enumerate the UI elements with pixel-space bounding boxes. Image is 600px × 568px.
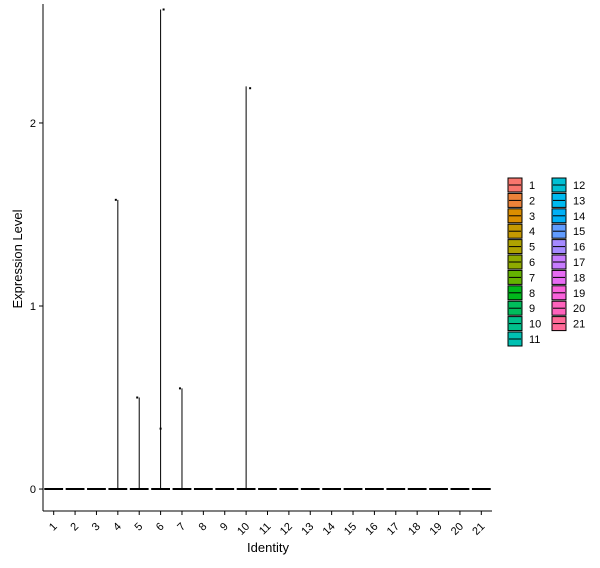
x-axis-title: Identity — [247, 540, 289, 555]
legend-label: 1 — [529, 180, 535, 192]
x-tick-label: 14 — [321, 521, 338, 538]
legend-label: 13 — [573, 195, 585, 207]
legend-label: 14 — [573, 211, 585, 223]
legend-key: 7 — [507, 269, 535, 285]
x-tick-label: 1 — [47, 521, 60, 534]
data-point — [159, 427, 162, 430]
legend-label: 4 — [529, 226, 535, 238]
x-tick-label: 11 — [257, 521, 274, 538]
legend-label: 19 — [573, 288, 585, 300]
x-tick-label: 16 — [363, 521, 380, 538]
x-tick-label: 4 — [111, 521, 124, 534]
data-point — [162, 8, 165, 11]
legend-label: 10 — [529, 319, 541, 331]
y-tick-label: 2 — [30, 118, 36, 130]
x-tick-label: 17 — [385, 521, 402, 538]
legend-label: 11 — [529, 334, 540, 346]
legend-key: 20 — [551, 300, 585, 316]
legend-label: 16 — [573, 242, 585, 254]
x-tick-label: 19 — [428, 521, 445, 538]
x-tick-label: 18 — [406, 521, 423, 538]
legend-key: 2 — [507, 192, 535, 208]
y-axis: 0 1 2 — [30, 4, 44, 511]
x-tick-label: 3 — [90, 521, 103, 534]
legend-key: 10 — [507, 316, 541, 332]
x-axis: 1 2 3 4 5 6 7 8 9 10 11 12 13 14 15 16 17 18 19 20 21 — [43, 510, 492, 538]
legend-label: 21 — [573, 319, 585, 331]
legend-label: 6 — [529, 257, 535, 269]
legend-label: 7 — [529, 272, 535, 284]
x-tick-label: 12 — [278, 521, 295, 538]
legend-key: 15 — [551, 223, 585, 239]
data-point — [114, 198, 117, 201]
x-tick-label: 20 — [449, 521, 466, 538]
legend-label: 2 — [529, 195, 535, 207]
data-point — [178, 387, 181, 390]
legend-label: 18 — [573, 272, 585, 284]
x-tick-label: 10 — [235, 521, 252, 538]
legend-key: 18 — [551, 269, 585, 285]
legend-key: 1 — [507, 177, 535, 193]
legend-key: 8 — [507, 285, 535, 301]
plot-area — [44, 8, 491, 491]
x-tick-label: 9 — [218, 521, 231, 534]
x-tick-label: 2 — [68, 521, 81, 534]
legend-label: 20 — [573, 303, 585, 315]
legend-key: 19 — [551, 285, 585, 301]
legend-key: 17 — [551, 254, 585, 270]
legend-key: 13 — [551, 192, 585, 208]
legend-key: 12 — [551, 177, 585, 193]
legend-label: 12 — [573, 180, 585, 192]
y-tick-label: 1 — [30, 301, 36, 313]
legend-label: 3 — [529, 211, 535, 223]
legend-label: 9 — [529, 303, 535, 315]
y-axis-title: Expression Level — [10, 209, 25, 308]
legend-label: 8 — [529, 288, 535, 300]
x-tick-label: 6 — [154, 521, 167, 534]
x-tick-label: 5 — [133, 521, 146, 534]
legend-key: 21 — [551, 316, 585, 332]
x-tick-label: 7 — [175, 521, 188, 534]
legend-key: 16 — [551, 239, 585, 255]
legend-key: 6 — [507, 254, 535, 270]
x-tick-label: 15 — [342, 521, 359, 538]
x-tick-label: 13 — [299, 521, 316, 538]
legend-key: 9 — [507, 300, 535, 316]
y-tick-label: 0 — [30, 484, 36, 496]
legend-label: 5 — [529, 242, 535, 254]
legend-key: 14 — [551, 208, 585, 224]
data-point — [136, 396, 139, 399]
legend-key: 3 — [507, 208, 535, 224]
data-point — [249, 87, 252, 90]
legend-key: 5 — [507, 239, 535, 255]
x-tick-label: 21 — [470, 521, 487, 538]
legend-key: 4 — [507, 223, 535, 239]
legend-label: 17 — [573, 257, 585, 269]
legend-label: 15 — [573, 226, 585, 238]
legend-key: 11 — [507, 331, 540, 347]
x-tick-label: 8 — [197, 521, 210, 534]
